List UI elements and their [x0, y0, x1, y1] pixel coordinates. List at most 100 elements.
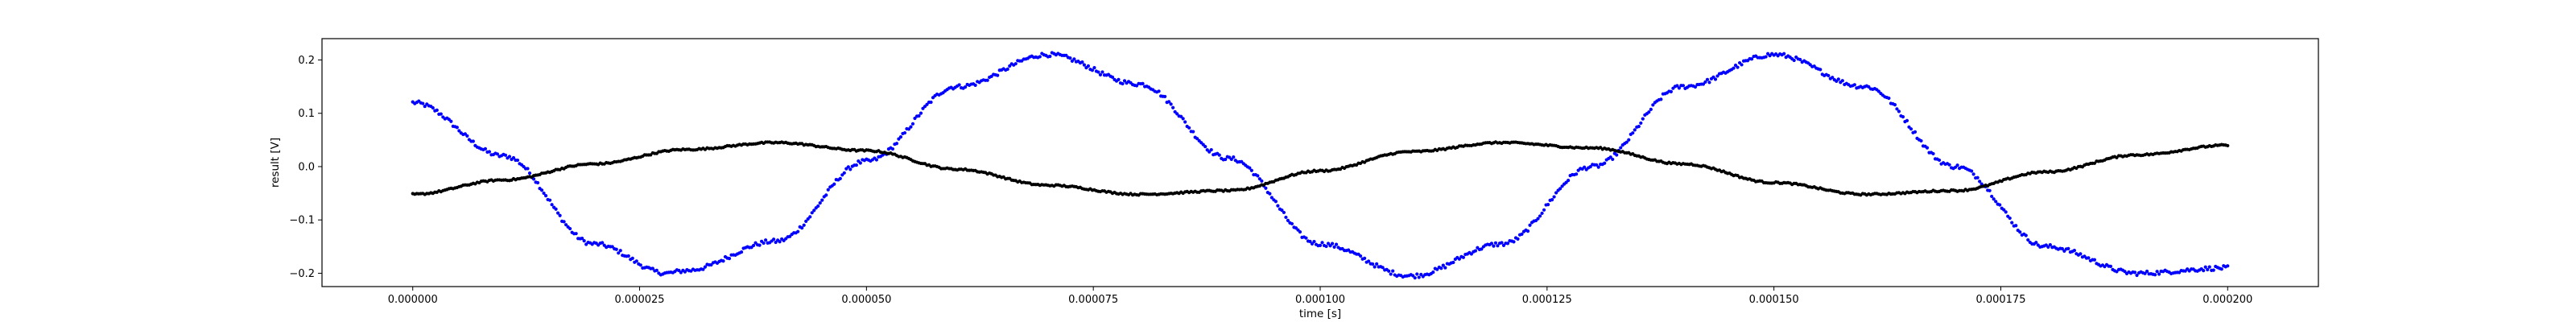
data-point [1217, 153, 1221, 157]
x-tick-label: 0.000025 [615, 294, 665, 306]
data-point [1992, 197, 1996, 201]
data-point [709, 262, 713, 267]
data-point [1224, 157, 1228, 162]
data-point [2153, 273, 2157, 277]
data-point [1603, 161, 1607, 165]
data-point [679, 270, 683, 275]
data-point [527, 171, 532, 175]
data-point [1068, 56, 1072, 60]
data-point [487, 150, 492, 154]
x-axis-label: time [s] [1299, 308, 1341, 320]
data-point [1558, 187, 1563, 191]
data-point [601, 241, 605, 245]
data-point [2010, 221, 2014, 225]
data-point [582, 239, 586, 243]
data-point [1411, 274, 1415, 278]
data-point [820, 198, 824, 202]
data-point [772, 237, 776, 242]
data-point [421, 101, 425, 105]
data-point [1048, 54, 1052, 59]
data-point [2206, 267, 2210, 272]
data-point [1711, 75, 1715, 79]
data-point [1512, 240, 1516, 244]
data-point [2202, 269, 2206, 273]
data-point [832, 182, 836, 186]
data-point [996, 73, 1000, 77]
data-point [526, 167, 530, 171]
data-point [1167, 100, 1171, 104]
data-point [574, 232, 578, 236]
data-point [1583, 165, 1587, 169]
data-point [1520, 232, 1524, 236]
data-point [1893, 103, 1897, 107]
data-point [1334, 242, 1339, 246]
data-point [1443, 266, 1447, 270]
data-point [2079, 252, 2083, 256]
data-point [483, 147, 488, 151]
data-point [800, 225, 804, 230]
data-point [535, 180, 540, 185]
data-point [1792, 58, 1796, 63]
data-point [455, 126, 459, 130]
data-point [2026, 237, 2030, 242]
data-point [1256, 174, 1260, 178]
data-point [957, 83, 961, 87]
data-point [1988, 188, 1992, 192]
data-point [1540, 211, 1544, 216]
data-point [910, 122, 915, 126]
data-point [1501, 243, 1506, 247]
data-point [431, 105, 435, 110]
x-tick-label: 0.000075 [1068, 294, 1118, 306]
data-point [2060, 246, 2064, 251]
data-point [2155, 270, 2159, 274]
data-point [1330, 242, 1335, 246]
data-point [550, 203, 554, 207]
data-point [449, 119, 453, 123]
data-point [764, 238, 768, 242]
data-point [1675, 84, 1679, 88]
data-point [1282, 210, 1286, 215]
data-point [555, 211, 560, 215]
data-point [2211, 268, 2215, 272]
data-point [618, 249, 622, 253]
data-point [2157, 272, 2161, 276]
data-point [1867, 85, 1871, 89]
data-point [1681, 84, 1686, 88]
data-point [1615, 153, 1619, 157]
data-point [1567, 179, 1571, 183]
data-point [1707, 80, 1711, 85]
data-point [848, 167, 852, 171]
data-point [1631, 131, 1635, 135]
data-point [650, 266, 654, 270]
data-point [1596, 165, 1600, 169]
data-point [874, 158, 878, 162]
data-point [1736, 65, 1740, 69]
data-point [1110, 75, 1115, 79]
data-point [580, 237, 584, 241]
data-point [1659, 97, 1663, 101]
data-point [1169, 102, 1173, 106]
data-point [1840, 79, 1844, 83]
data-point [703, 265, 708, 269]
x-tick-label: 0.000175 [1975, 294, 2025, 306]
data-point [1480, 247, 1484, 251]
data-point [1381, 266, 1385, 270]
data-point [1157, 89, 1161, 93]
data-point [1897, 109, 1901, 114]
data-point [1141, 81, 1145, 85]
data-point [1274, 200, 1278, 204]
data-point [515, 158, 520, 163]
data-point [2145, 269, 2149, 274]
series-layer [411, 51, 2230, 280]
data-point [913, 116, 917, 121]
data-point [1229, 157, 1233, 162]
data-point [539, 188, 544, 192]
data-point [1913, 130, 1918, 134]
data-point [1516, 237, 1520, 241]
data-point [1417, 275, 1421, 279]
data-point [1257, 177, 1261, 181]
data-point [1415, 272, 1419, 276]
data-point [471, 139, 475, 143]
data-point [1284, 215, 1288, 220]
series-1 [411, 51, 2230, 280]
